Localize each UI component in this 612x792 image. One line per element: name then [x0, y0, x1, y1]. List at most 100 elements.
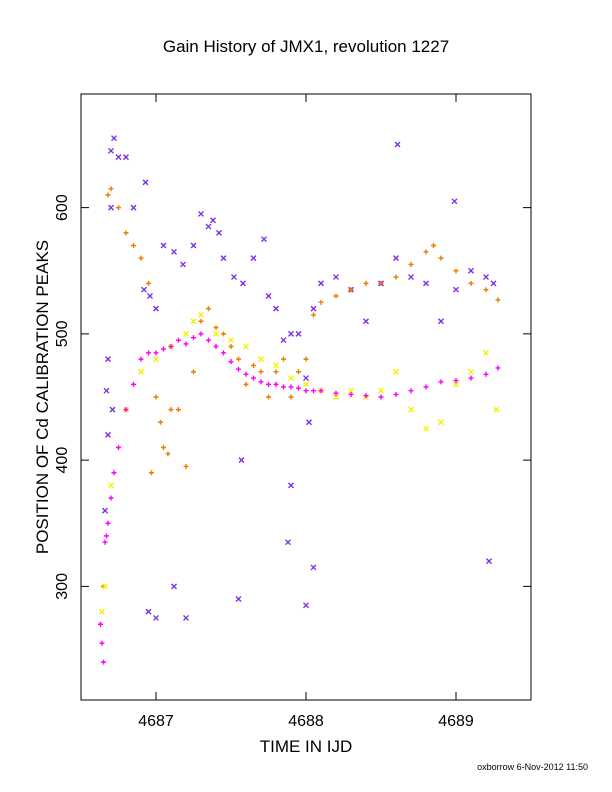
data-point: [273, 369, 279, 375]
data-point: [168, 344, 174, 349]
data-point: [451, 198, 458, 205]
data-point: [210, 217, 216, 224]
data-point: [147, 293, 153, 299]
series-2: [99, 311, 500, 615]
data-point: [243, 381, 249, 387]
data-point: [111, 470, 117, 476]
data-point: [183, 341, 189, 347]
data-point: [303, 388, 309, 394]
data-point: [266, 381, 271, 387]
data-point: [183, 614, 189, 621]
data-point: [108, 186, 114, 192]
data-point: [108, 482, 114, 489]
data-point: [468, 368, 474, 375]
data-point: [149, 470, 154, 476]
data-point: [171, 583, 177, 590]
data-point: [235, 596, 242, 602]
data-point: [240, 280, 246, 287]
series-3: [98, 331, 501, 665]
data-point: [138, 356, 144, 362]
data-point: [153, 305, 159, 312]
data-point: [408, 406, 414, 413]
data-point: [168, 407, 174, 413]
data-point: [115, 154, 122, 161]
data-point: [153, 614, 159, 621]
data-point: [183, 330, 189, 337]
data-point: [161, 346, 166, 352]
data-point: [378, 280, 384, 286]
data-point: [99, 640, 105, 646]
data-point: [288, 375, 294, 382]
data-point: [288, 330, 294, 337]
data-point: [310, 305, 317, 312]
data-point: [130, 204, 137, 211]
data-point: [102, 539, 108, 545]
data-point: [236, 356, 241, 362]
data-point: [116, 445, 121, 450]
data-point: [288, 394, 294, 400]
data-point: [295, 330, 302, 337]
data-point: [423, 280, 429, 287]
data-point: [190, 318, 197, 325]
data-point: [311, 312, 316, 318]
axis-ticks: 4687 4688 4689 300 400 500 600: [54, 94, 531, 730]
data-point: [228, 359, 234, 365]
data-point: [165, 451, 171, 457]
data-point: [393, 368, 399, 375]
data-point: [153, 356, 159, 363]
data-point: [288, 482, 294, 489]
data-point: [171, 248, 177, 255]
data-point: [303, 375, 309, 382]
data-point: [303, 602, 309, 609]
data-point: [408, 274, 414, 281]
data-point: [251, 375, 256, 381]
data-point: [378, 394, 384, 400]
data-point: [490, 280, 497, 287]
data-point: [258, 356, 264, 363]
series-1: [98, 186, 501, 627]
data-point: [220, 255, 227, 262]
data-point: [213, 330, 219, 337]
data-point: [108, 147, 114, 154]
data-point: [160, 242, 167, 249]
x-tick-label: 4687: [138, 713, 174, 730]
x-axis-label: TIME IN IJD: [260, 737, 353, 756]
data-point: [394, 141, 401, 148]
y-axis-label: POSITION OF Cd CALIBRATION PEAKS: [33, 240, 52, 554]
data-point: [280, 337, 287, 344]
data-point: [393, 274, 399, 280]
data-point: [288, 384, 294, 390]
data-point: [438, 255, 444, 261]
data-point: [103, 387, 110, 394]
data-point: [99, 608, 105, 615]
data-point: [176, 407, 181, 413]
data-point: [145, 608, 152, 615]
data-point: [483, 371, 489, 377]
data-point: [408, 261, 414, 267]
data-point: [303, 356, 309, 362]
data-point: [265, 293, 272, 299]
data-point: [258, 379, 264, 385]
data-point: [483, 287, 489, 293]
data-point: [468, 375, 474, 381]
data-point: [333, 394, 339, 400]
data-point: [296, 385, 301, 391]
data-point: [285, 539, 291, 546]
data-point: [251, 362, 256, 368]
data-point: [273, 381, 279, 387]
data-point: [176, 337, 181, 343]
data-point: [483, 349, 489, 356]
data-point: [105, 520, 111, 526]
data-point: [141, 286, 147, 293]
data-point: [105, 356, 111, 363]
chart-title: Gain History of JMX1, revolution 1227: [163, 37, 449, 56]
data-point: [333, 390, 339, 396]
data-point: [180, 261, 186, 268]
data-point: [333, 274, 339, 281]
data-point: [108, 204, 114, 211]
data-point: [438, 318, 444, 325]
data-point: [221, 331, 226, 337]
data-point: [423, 249, 429, 255]
data-point: [423, 384, 429, 390]
data-point: [393, 391, 399, 397]
